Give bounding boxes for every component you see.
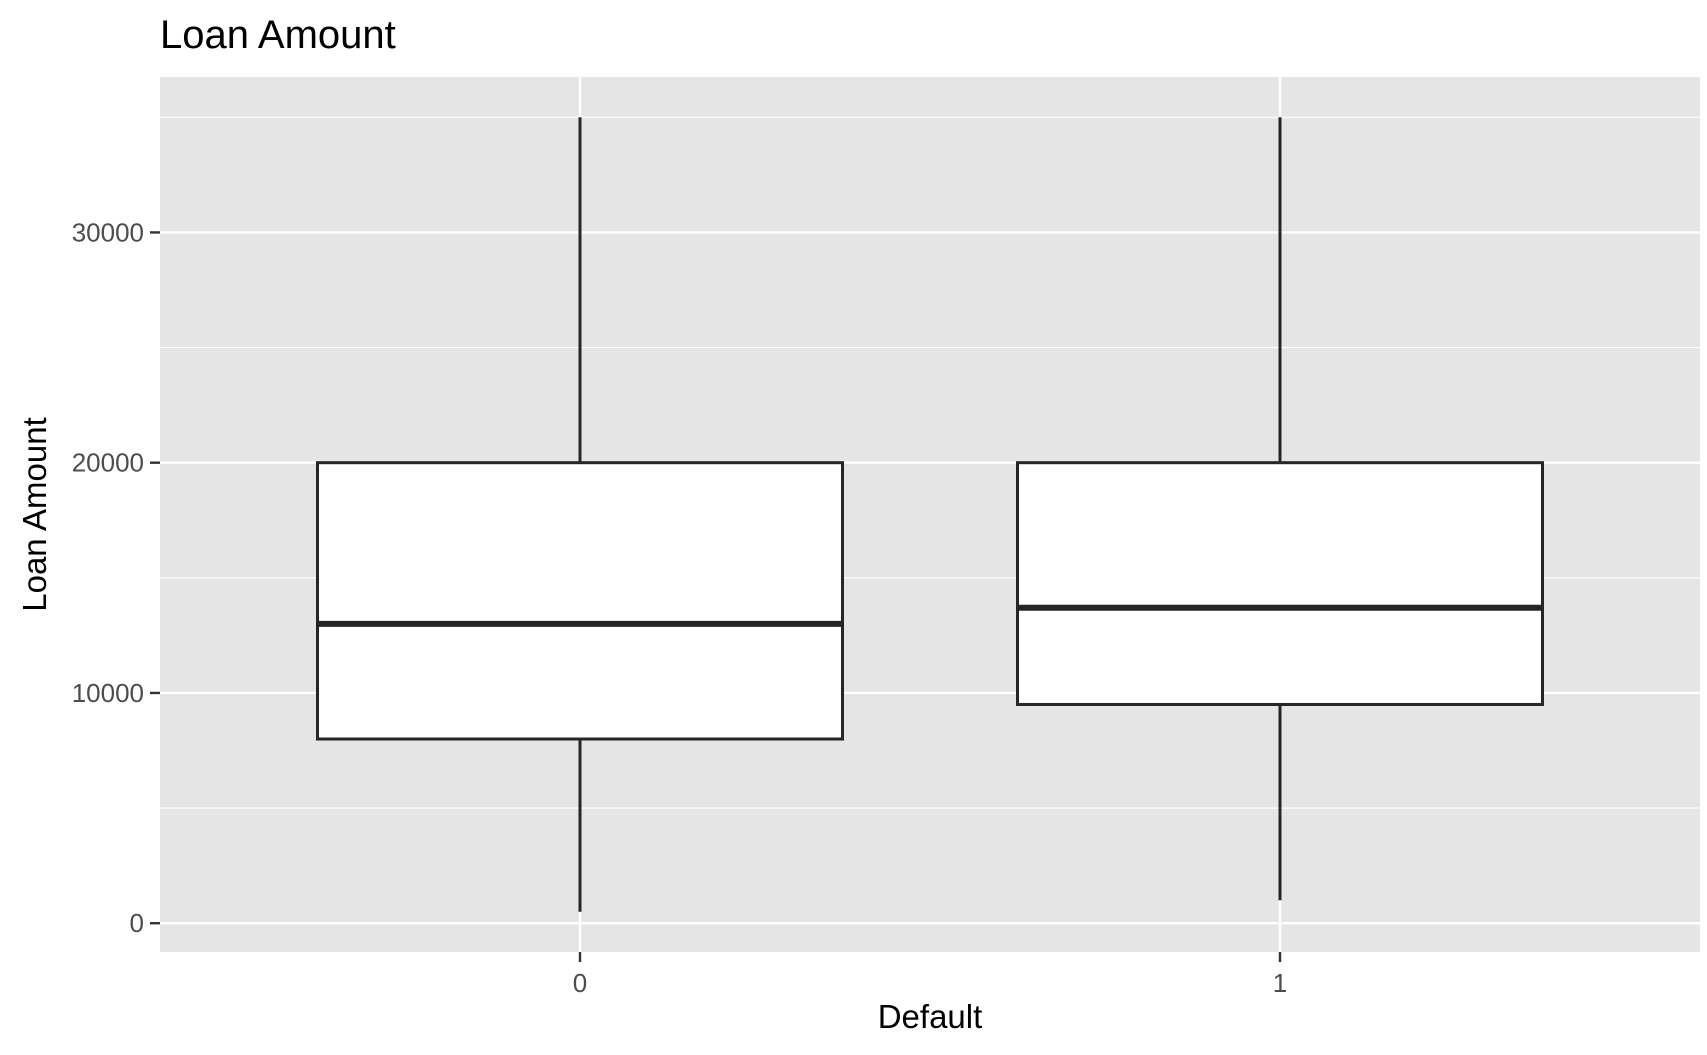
box-0 — [316, 117, 844, 912]
chart-title: Loan Amount — [160, 13, 396, 57]
y-tick-label: 0 — [130, 908, 144, 938]
box-1 — [1016, 117, 1544, 901]
y-axis-title: Loan Amount — [16, 417, 53, 612]
axes-layer: 0 10000 20000 30000 0 1 — [72, 217, 1288, 998]
x-tick-label: 1 — [1273, 968, 1287, 998]
iqr-box — [1016, 461, 1544, 706]
x-tick-label: 0 — [573, 968, 587, 998]
iqr-box — [316, 461, 844, 741]
boxes-layer — [316, 117, 1544, 912]
y-tick-label: 10000 — [72, 678, 144, 708]
y-tick-label: 20000 — [72, 448, 144, 478]
y-tick-label: 30000 — [72, 217, 144, 247]
x-axis-title: Default — [878, 998, 983, 1035]
